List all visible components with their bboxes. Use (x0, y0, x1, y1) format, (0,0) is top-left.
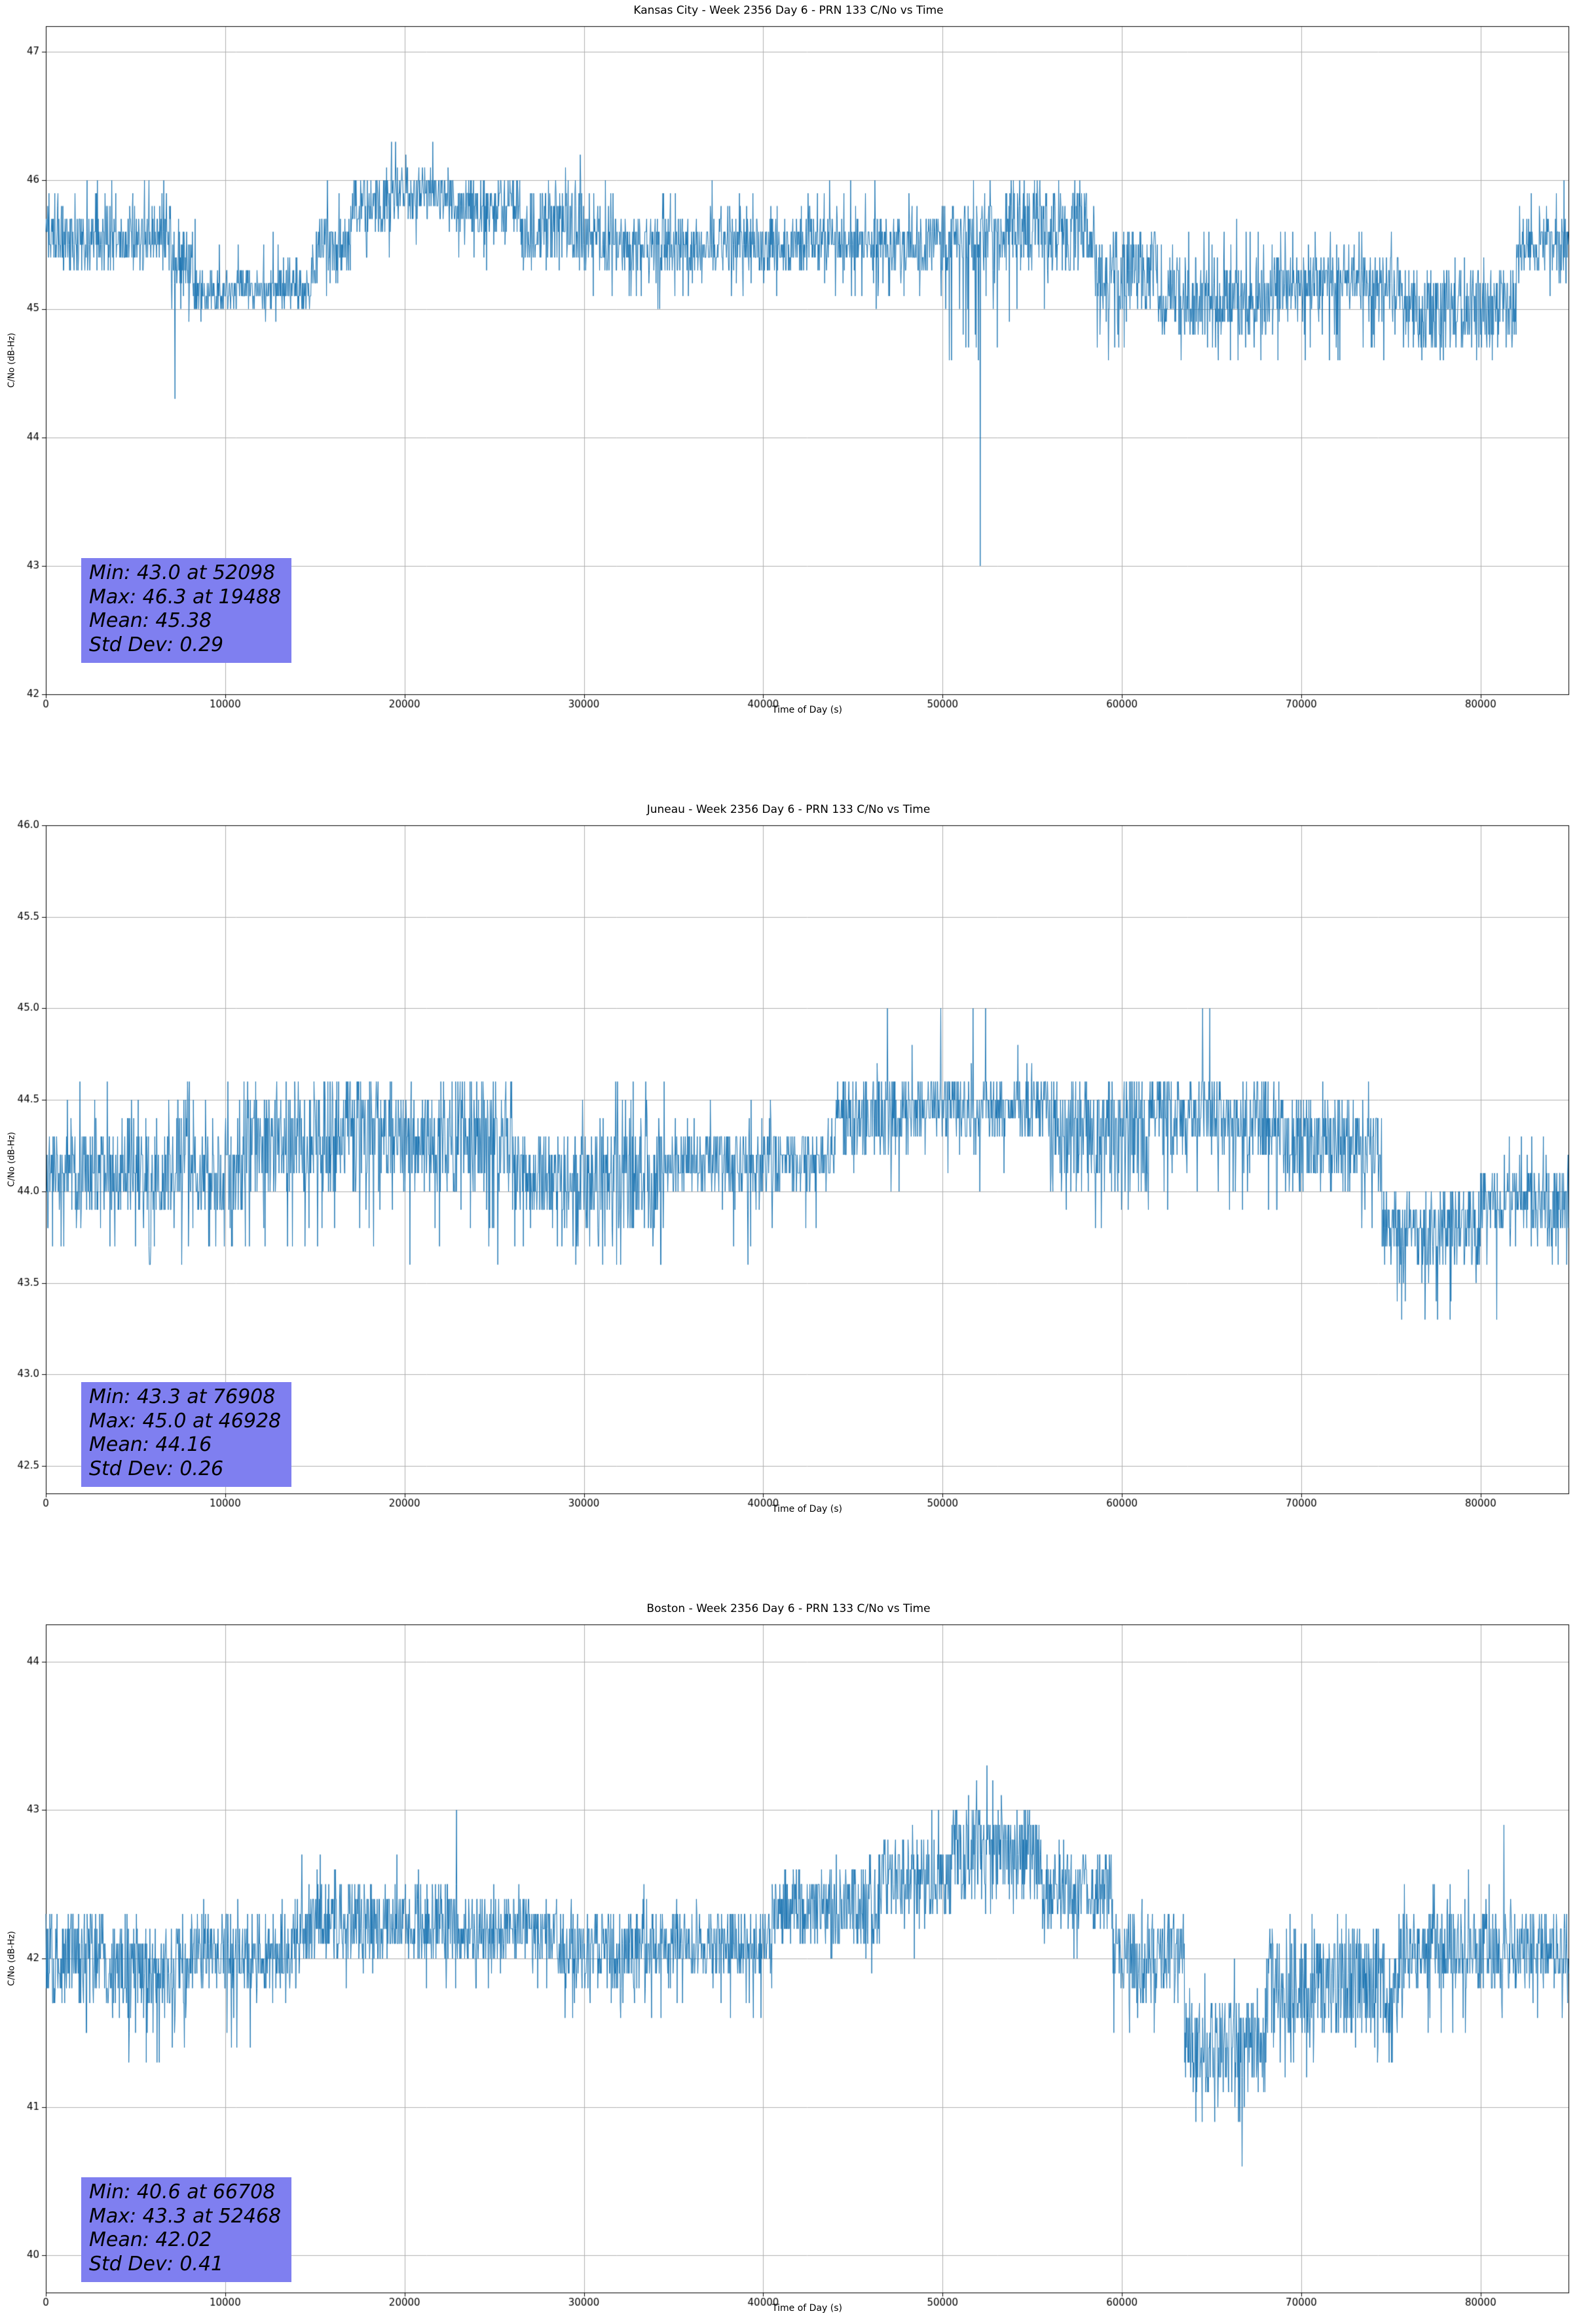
stat-std: Std Dev: 0.26 (89, 1457, 224, 1480)
stat-mean: Mean: 42.02 (89, 2228, 212, 2252)
stat-max: Max: 45.0 at 46928 (89, 1409, 282, 1433)
stats-annotation-kansas-city: Min: 43.0 at 52098 Max: 46.3 at 19488 Me… (81, 558, 292, 664)
figure-kansas-city: Kansas City - Week 2356 Day 6 - PRN 133 … (0, 0, 1577, 721)
stats-annotation-boston: Min: 40.6 at 66708 Max: 43.3 at 52468 Me… (81, 2177, 292, 2283)
stat-min: Min: 43.0 at 52098 (89, 561, 276, 584)
stats-annotation-juneau: Min: 43.3 at 76908 Max: 45.0 at 46928 Me… (81, 1382, 292, 1488)
x-axis-label-juneau: Time of Day (s) (772, 1504, 842, 1514)
stat-std: Std Dev: 0.41 (89, 2252, 224, 2276)
stat-max: Max: 46.3 at 19488 (89, 585, 282, 609)
y-axis-label-juneau: C/No (dB-Hz) (7, 1132, 17, 1187)
stat-min: Min: 43.3 at 76908 (89, 1385, 276, 1408)
y-axis-label-boston: C/No (dB-Hz) (7, 1931, 17, 1986)
figure-juneau: Juneau - Week 2356 Day 6 - PRN 133 C/No … (0, 799, 1577, 1520)
chart-title-juneau: Juneau - Week 2356 Day 6 - PRN 133 C/No … (646, 803, 931, 816)
chart-title-kansas-city: Kansas City - Week 2356 Day 6 - PRN 133 … (633, 4, 944, 17)
y-axis-label-kansas-city: C/No (dB-Hz) (7, 333, 17, 388)
stat-mean: Mean: 44.16 (89, 1433, 212, 1457)
figure-boston: Boston - Week 2356 Day 6 - PRN 133 C/No … (0, 1598, 1577, 2319)
stat-mean: Mean: 45.38 (89, 609, 212, 633)
stat-max: Max: 43.3 at 52468 (89, 2204, 282, 2228)
x-axis-label-kansas-city: Time of Day (s) (772, 705, 842, 715)
stat-min: Min: 40.6 at 66708 (89, 2181, 276, 2203)
x-axis-label-boston: Time of Day (s) (772, 2303, 842, 2314)
stat-std: Std Dev: 0.29 (89, 633, 224, 656)
chart-title-boston: Boston - Week 2356 Day 6 - PRN 133 C/No … (646, 1602, 931, 1615)
